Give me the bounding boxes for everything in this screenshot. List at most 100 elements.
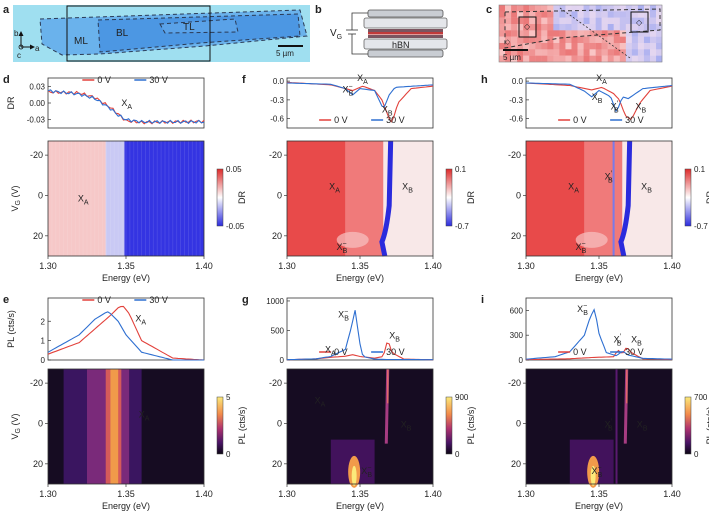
- plot-frame: [47, 297, 205, 361]
- peak-label: XA: [325, 344, 336, 357]
- colorbar-label: DR: [466, 191, 476, 204]
- panel-letter-i: i: [481, 294, 484, 306]
- y-tick-label: -20: [30, 150, 43, 160]
- peak-label: XB: [402, 181, 413, 194]
- y-tick-label: -0.3: [270, 96, 284, 105]
- peak-label: X′ B: [605, 419, 613, 433]
- peak-label: XA: [596, 73, 607, 86]
- y-axis-label: DR: [6, 96, 16, 109]
- colorbar-tick: 0.1: [694, 165, 706, 174]
- y-tick-label: 300: [510, 331, 524, 340]
- chart-h-map: -20 0 20 1.30 1.35 1.40 Energy (eV) XA X′ B XB X− B 0…: [508, 140, 709, 283]
- plot-frame: [286, 297, 434, 361]
- plot-frame: [286, 77, 434, 129]
- peak-label: X− B: [361, 465, 372, 479]
- colorbar: [445, 396, 453, 455]
- peak-label: XA: [78, 194, 89, 207]
- peak-label: X− B: [575, 241, 586, 255]
- peak-label: X′ B: [611, 100, 619, 114]
- peak-label: XB: [641, 181, 652, 194]
- colorbar-label: PL (cts/s): [237, 407, 247, 445]
- peak-label: XA: [357, 73, 368, 86]
- panel-letter-e: e: [3, 294, 9, 306]
- x-tick-label: 1.40: [663, 261, 681, 271]
- x-axis-label: Energy (eV): [102, 273, 150, 283]
- colorbar: [684, 396, 692, 455]
- x-tick-label: 1.40: [424, 489, 442, 499]
- colorbar-tick: 5: [226, 393, 231, 402]
- y-tick-label: 0: [280, 356, 285, 365]
- scalebar-a-label: 5 µm: [276, 49, 294, 58]
- y-axis-label: VG (V): [10, 414, 22, 440]
- colorbar-tick: 0.05: [226, 165, 242, 174]
- panel-c-image: ◇ ◇ ◇ 5 µm: [498, 4, 663, 63]
- y-tick-label: 0: [38, 418, 43, 428]
- y-tick-label: 0: [277, 190, 282, 200]
- roi-marker-2: ◇: [636, 18, 643, 27]
- colorbar-tick: 0: [226, 450, 231, 459]
- peak-label: XB: [401, 420, 412, 433]
- colorbar: [216, 396, 224, 455]
- roi-box-2: [630, 11, 649, 33]
- peak-label: XA: [121, 98, 132, 111]
- series-line-0v: [525, 82, 673, 121]
- legend-label: 30 V: [149, 295, 168, 305]
- y-tick-label: 2: [41, 317, 46, 326]
- chart-i-map: -20 0 20 1.30 1.35 1.40 Energy (eV) X′ B XB X− B 700…: [508, 368, 709, 511]
- colorbar-label: PL (cts/s): [705, 407, 709, 445]
- panel-a-image: ML BL TL b a c 5 µm: [13, 5, 310, 62]
- legend-label: 0 V: [97, 295, 111, 305]
- colorbar-label: PL (cts/s): [466, 407, 476, 445]
- panel-letter-b: b: [315, 4, 322, 16]
- chart-h-spectrum: 0.0 -0.3 -0.6 0 V 30 V XA XB X′ B XB: [509, 73, 673, 129]
- y-tick-label: -0.6: [270, 115, 284, 124]
- x-tick-label: 1.35: [117, 261, 135, 271]
- label-tl: TL: [183, 22, 195, 33]
- colorbar-tick: -0.05: [226, 222, 245, 231]
- panel-letter-d: d: [3, 74, 10, 86]
- colorbar: [216, 168, 224, 227]
- y-tick-label: 1000: [266, 297, 284, 306]
- y-tick-label: 0: [519, 356, 524, 365]
- y-tick-label: -20: [508, 150, 521, 160]
- x-tick-label: 1.35: [117, 489, 135, 499]
- y-tick-label: 0: [277, 418, 282, 428]
- peak-label: XB: [636, 101, 647, 114]
- x-axis-label: Energy (eV): [575, 273, 623, 283]
- peak-label: XA: [315, 395, 326, 408]
- y-axis-label: VG (V): [10, 186, 22, 212]
- peak-label: X− B: [338, 308, 349, 322]
- y-tick-label: 1: [41, 337, 46, 346]
- y-tick-label: 600: [510, 306, 524, 315]
- peak-label: XB: [637, 420, 648, 433]
- series-line-0v: [47, 305, 205, 361]
- flake-outline-c: [504, 8, 661, 49]
- chart-e-spectrum: 2 1 0 PL (cts/s) 0 V 30 VXA: [6, 295, 205, 365]
- x-tick-label: 1.40: [663, 489, 681, 499]
- peak-label: X− B: [577, 303, 588, 317]
- y-tick-label: -0.03: [27, 116, 46, 125]
- y-tick-label: -0.6: [509, 115, 523, 124]
- axis-label-c: c: [17, 51, 21, 60]
- axis-label-a: a: [35, 44, 40, 53]
- legend-label: 30 V: [149, 75, 168, 85]
- zoom-box: [66, 5, 211, 62]
- chart-g-spectrum: 1000 500 0 0 V 30 V XA X− B XB: [266, 297, 434, 365]
- series-line-30v: [286, 310, 433, 361]
- legend-label: 30 V: [625, 115, 644, 125]
- y-tick-label: -0.3: [509, 96, 523, 105]
- legend-label: 0 V: [573, 115, 587, 125]
- x-tick-label: 1.40: [195, 261, 213, 271]
- colorbar-tick: 900: [455, 393, 469, 402]
- roi-box-1: [518, 16, 537, 38]
- y-tick-label: 20: [33, 231, 43, 241]
- x-tick-label: 1.35: [351, 489, 369, 499]
- x-tick-label: 1.40: [195, 489, 213, 499]
- legend-label: 0 V: [334, 115, 348, 125]
- x-tick-label: 1.30: [39, 261, 57, 271]
- peak-label: X− B: [592, 465, 603, 479]
- series-line-30v: [525, 82, 673, 113]
- chart-f-map: -20 0 20 1.30 1.35 1.40 Energy (eV) XA XB X− B 0.1 -…: [269, 140, 476, 283]
- peak-label: XA: [135, 313, 146, 326]
